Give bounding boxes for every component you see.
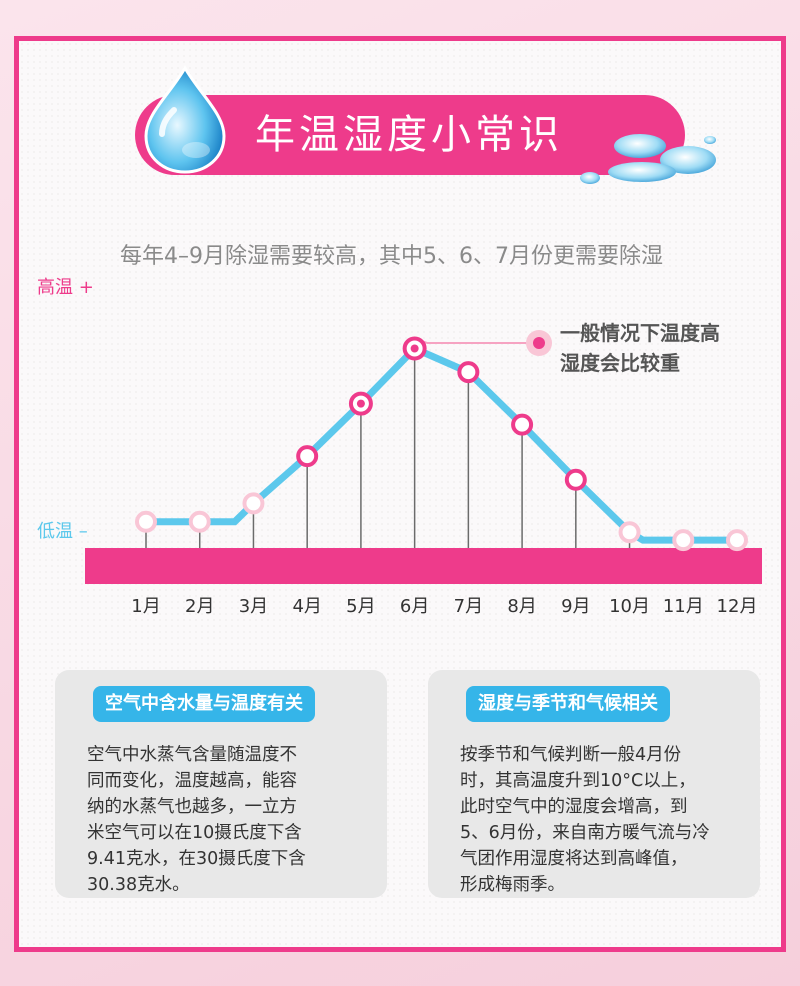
data-point (457, 361, 480, 384)
annotation-marker (533, 337, 545, 349)
chart-baseline-band (85, 548, 762, 584)
info-line: 按季节和气候判断一般4月份 (460, 745, 682, 765)
info-line: 形成梅雨季。 (460, 875, 565, 895)
x-tick-label: 12月 (717, 596, 758, 617)
info-line: 纳的水蒸气也越多，一立方 (87, 797, 297, 817)
x-tick-label: 6月 (400, 596, 429, 617)
info-line: 此时空气中的湿度会增高，到 (460, 797, 688, 817)
info-line: 空气中水蒸气含量随温度不 (87, 745, 297, 765)
x-tick-label: 10月 (609, 596, 650, 617)
data-point (726, 529, 748, 552)
x-tick-label: 8月 (507, 596, 536, 617)
data-point (188, 510, 211, 533)
data-point-core (356, 399, 365, 408)
info-card-water-content: 空气中含水量与温度有关 空气中水蒸气含量随温度不 同而变化，温度越高，能容 纳的… (55, 670, 387, 898)
data-point (135, 510, 157, 533)
humidity-series-line (146, 344, 737, 544)
data-point (296, 445, 319, 468)
info-card-body: 按季节和气候判断一般4月份 时，其高温度升到10°C以上， 此时空气中的湿度会增… (460, 742, 750, 898)
title-banner (135, 95, 685, 175)
data-point (618, 521, 641, 544)
x-tick-label: 2月 (185, 596, 214, 617)
x-tick-label: 9月 (561, 596, 590, 617)
x-tick-label: 5月 (346, 596, 375, 617)
x-tick-label: 3月 (239, 596, 268, 617)
peak-annotation: 一般情况下温度高 湿度会比较重 (560, 318, 770, 382)
info-line: 30.38克水。 (87, 875, 190, 895)
x-tick-label: 4月 (292, 596, 321, 617)
data-point-core (410, 344, 419, 353)
info-line: 5、6月份，来自南方暖气流与冷 (460, 823, 710, 843)
annotation-line-1: 一般情况下温度高 (560, 321, 720, 345)
info-line: 米空气可以在10摄氏度下含 (87, 823, 302, 843)
info-line: 气团作用湿度将达到高峰值， (460, 849, 688, 869)
annotation-line-2: 湿度会比较重 (560, 351, 680, 375)
x-tick-label: 11月 (663, 596, 704, 617)
info-line: 时，其高温度升到10°C以上， (460, 771, 696, 791)
info-line: 同而变化，温度越高，能容 (87, 771, 297, 791)
data-point (672, 529, 695, 552)
info-card-body: 空气中水蒸气含量随温度不 同而变化，温度越高，能容 纳的水蒸气也越多，一立方 米… (87, 742, 377, 898)
x-tick-label: 1月 (131, 596, 160, 617)
water-splash-icon (580, 134, 716, 184)
data-point (242, 492, 265, 515)
info-card-tag: 湿度与季节和气候相关 (466, 686, 670, 722)
chart-subtitle: 每年4–9月除湿需要较高，其中5、6、7月份更需要除湿 (120, 244, 663, 269)
water-drop-icon (144, 65, 226, 174)
data-point (511, 413, 534, 436)
page-title: 年温湿度小常识 (255, 112, 563, 158)
y-axis-low-label: 低温 – (37, 521, 88, 542)
info-line: 9.41克水，在30摄氏度下含 (87, 849, 306, 869)
info-card-tag: 空气中含水量与温度有关 (93, 686, 315, 722)
x-tick-label: 7月 (454, 596, 483, 617)
info-card-season-climate: 湿度与季节和气候相关 按季节和气候判断一般4月份 时，其高温度升到10°C以上，… (428, 670, 760, 898)
data-point (564, 468, 587, 491)
y-axis-high-label: 高温 + (37, 277, 94, 298)
